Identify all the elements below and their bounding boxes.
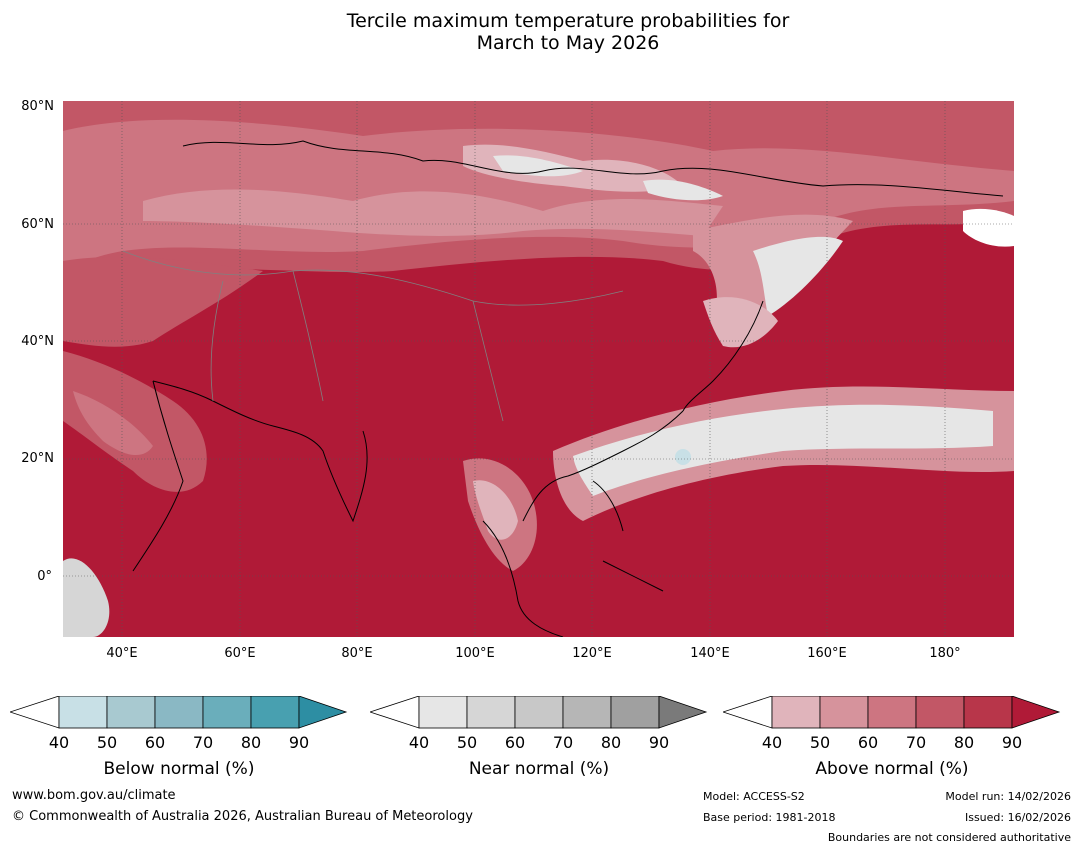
colorbar-near-tick-60: 60 <box>504 733 526 752</box>
colorbar-below-swatch-80 <box>250 696 300 729</box>
lon-label-60e: 60°E <box>224 646 256 661</box>
base-period: Base period: 1981-2018 <box>703 811 836 824</box>
colorbar-near-swatch-50 <box>466 696 516 729</box>
colorbar-above-label: Above normal (%) <box>815 759 969 779</box>
model-run-date: Model run: 14/02/2026 <box>945 790 1071 803</box>
colorbar-below-tick-50: 50 <box>96 733 118 752</box>
colorbar-above-arrow-left <box>723 696 773 729</box>
colorbar-below-swatch-60 <box>154 696 204 729</box>
colorbar-below-tick-70: 70 <box>192 733 214 752</box>
colorbar-above-tick-80: 80 <box>953 733 975 752</box>
lat-label-80n: 80°N <box>21 99 54 114</box>
map-region-near-wpac <box>573 404 993 496</box>
map-region-above-70-arabia <box>63 351 207 492</box>
colorbar-above-swatch-50 <box>819 696 869 729</box>
map-region-above-40-indochina <box>473 480 518 540</box>
lon-label-180: 180° <box>929 646 961 661</box>
lat-label-0: 0° <box>37 569 52 584</box>
colorbar-below-normal <box>10 696 348 729</box>
boundaries-disclaimer: Boundaries are not considered authoritat… <box>827 831 1071 844</box>
lat-label-60n: 60°N <box>21 217 54 232</box>
map-region-above-70-west <box>63 256 263 347</box>
colorbar-below-tick-40: 40 <box>48 733 70 752</box>
map-region-near-east-siberia <box>643 179 723 201</box>
colorbar-above-swatch-40 <box>771 696 821 729</box>
map-gridlines <box>63 101 1014 637</box>
colorbar-near-swatch-40 <box>418 696 468 729</box>
map-region-above-50-siberia <box>143 189 723 236</box>
colorbar-near-normal <box>370 696 708 729</box>
colorbar-above-tick-70: 70 <box>905 733 927 752</box>
map-region-near-siberia <box>493 155 583 177</box>
colorbar-above-tick-90: 90 <box>1001 733 1023 752</box>
colorbar-below-swatch-50 <box>106 696 156 729</box>
map-country-borders <box>122 250 624 422</box>
colorbar-near-swatch-60 <box>514 696 564 729</box>
colorbar-above-tick-60: 60 <box>857 733 879 752</box>
map-region-near-okhotsk <box>753 236 843 316</box>
title-line-2: March to May 2026 <box>476 32 660 54</box>
colorbar-near-arrow-right <box>658 696 708 729</box>
lon-label-100e: 100°E <box>455 646 495 661</box>
colorbar-below-swatch-70 <box>202 696 252 729</box>
colorbar-near-tick-50: 50 <box>456 733 478 752</box>
colorbar-below-arrow-left <box>10 696 60 729</box>
colorbar-near-label: Near normal (%) <box>468 759 610 779</box>
lon-label-80e: 80°E <box>341 646 373 661</box>
lat-label-40n: 40°N <box>21 334 54 349</box>
colorbar-below-tick-80: 80 <box>240 733 262 752</box>
colorbar-near-swatch-70 <box>562 696 612 729</box>
probability-map <box>63 101 1014 637</box>
colorbar-near-arrow-left <box>370 696 420 729</box>
colorbar-above-swatch-80 <box>963 696 1013 729</box>
colorbar-below-arrow-right <box>298 696 348 729</box>
colorbar-below-swatch-40 <box>58 696 108 729</box>
copyright-text: © Commonwealth of Australia 2026, Austra… <box>12 809 473 824</box>
lon-label-120e: 120°E <box>572 646 612 661</box>
colorbar-above-normal <box>723 696 1061 729</box>
map-coastlines <box>132 140 1004 637</box>
colorbar-above-arrow-right <box>1011 696 1061 729</box>
colorbar-above-tick-50: 50 <box>809 733 831 752</box>
map-region-above-60-arabia <box>73 391 153 456</box>
map-region-below-wpac <box>675 449 691 465</box>
website-link[interactable]: www.bom.gov.au/climate <box>12 788 176 803</box>
colorbar-above-swatch-60 <box>867 696 917 729</box>
colorbar-below-tick-90: 90 <box>288 733 310 752</box>
colorbar-near-tick-40: 40 <box>408 733 430 752</box>
map-svg <box>63 101 1014 637</box>
lon-label-160e: 160°E <box>807 646 847 661</box>
colorbar-above-swatch-70 <box>915 696 965 729</box>
title-line-1: Tercile maximum temperature probabilitie… <box>346 10 790 32</box>
model-name: Model: ACCESS-S2 <box>703 790 805 803</box>
map-region-white-npacific <box>963 208 1014 247</box>
colorbar-near-tick-90: 90 <box>648 733 670 752</box>
map-region-above-40-japan <box>703 297 778 348</box>
colorbar-above-tick-40: 40 <box>761 733 783 752</box>
colorbar-below-tick-60: 60 <box>144 733 166 752</box>
lat-label-20n: 20°N <box>21 451 54 466</box>
lon-label-140e: 140°E <box>690 646 730 661</box>
issued-date: Issued: 16/02/2026 <box>964 811 1071 824</box>
map-title: Tercile maximum temperature probabilitie… <box>0 10 1081 54</box>
lon-label-40e: 40°E <box>106 646 138 661</box>
colorbar-near-tick-70: 70 <box>552 733 574 752</box>
colorbar-near-swatch-80 <box>610 696 660 729</box>
colorbar-near-tick-80: 80 <box>600 733 622 752</box>
map-region-near-east-africa <box>63 558 110 637</box>
colorbar-below-label: Below normal (%) <box>103 759 255 779</box>
